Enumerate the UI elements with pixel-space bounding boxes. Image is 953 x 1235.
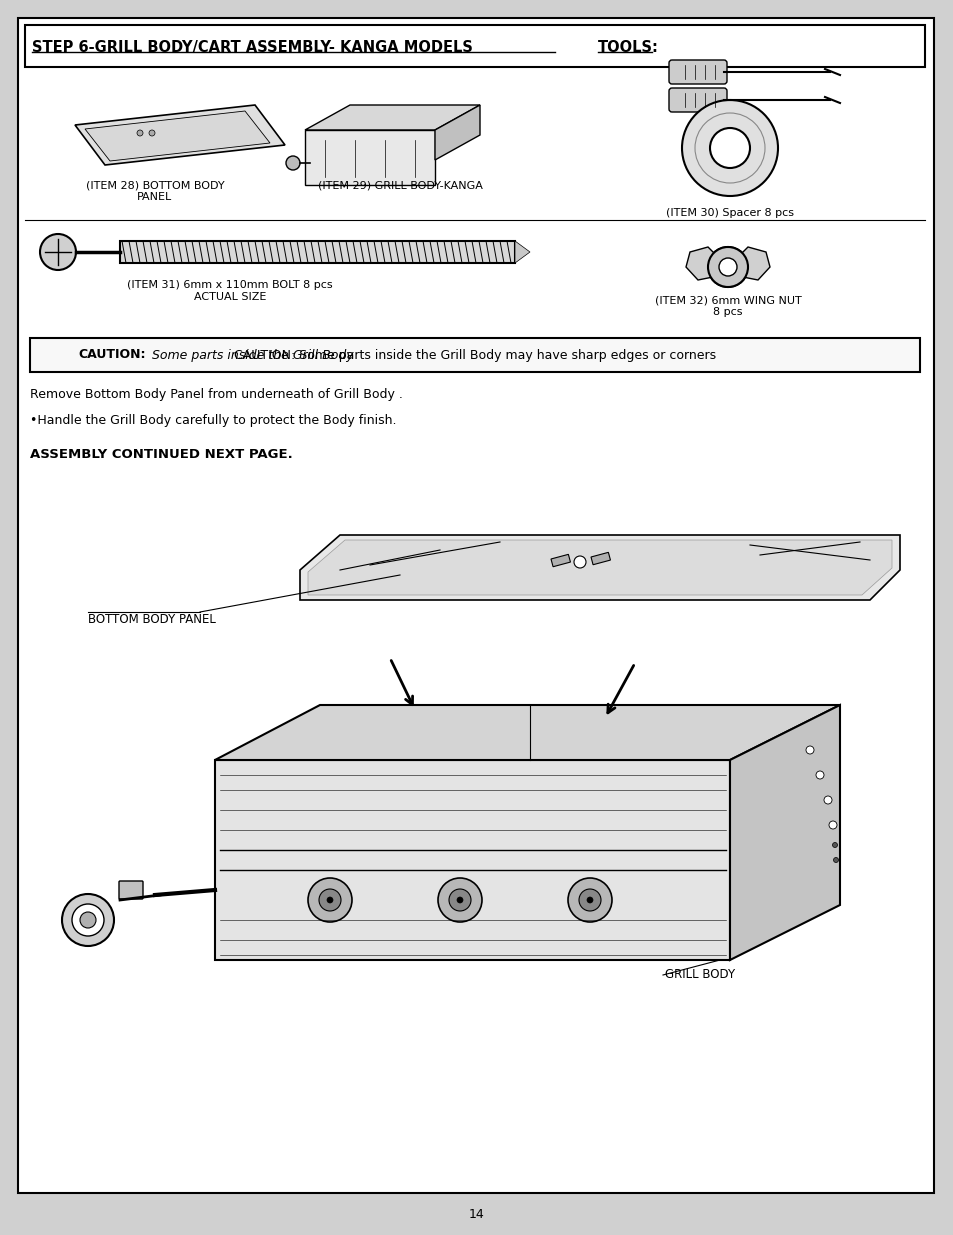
Text: (ITEM 32) 6mm WING NUT
8 pcs: (ITEM 32) 6mm WING NUT 8 pcs <box>654 295 801 316</box>
Circle shape <box>719 258 737 275</box>
Polygon shape <box>515 241 530 263</box>
Circle shape <box>707 247 747 287</box>
Circle shape <box>80 911 96 927</box>
Circle shape <box>719 258 737 275</box>
Circle shape <box>574 556 585 568</box>
FancyBboxPatch shape <box>119 881 143 899</box>
Circle shape <box>449 889 471 911</box>
Circle shape <box>823 797 831 804</box>
Text: CAUTION: Some parts inside the Grill Body may have sharp edges or corners: CAUTION: Some parts inside the Grill Bod… <box>233 348 716 362</box>
Polygon shape <box>732 247 769 280</box>
Circle shape <box>815 771 823 779</box>
Text: CAUTION:: CAUTION: <box>78 348 146 362</box>
Circle shape <box>308 878 352 923</box>
Circle shape <box>40 233 76 270</box>
Polygon shape <box>75 105 285 165</box>
Text: (ITEM 30) Spacer 8 pcs: (ITEM 30) Spacer 8 pcs <box>665 207 793 219</box>
Circle shape <box>578 889 600 911</box>
Polygon shape <box>299 535 899 600</box>
Text: (ITEM 29) GRILL BODY-KANGA: (ITEM 29) GRILL BODY-KANGA <box>317 180 482 190</box>
Polygon shape <box>685 247 722 280</box>
Text: (ITEM 31) 6mm x 110mm BOLT 8 pcs
ACTUAL SIZE: (ITEM 31) 6mm x 110mm BOLT 8 pcs ACTUAL … <box>127 280 333 301</box>
Text: STEP 6-GRILL BODY/CART ASSEMBLY- KANGA MODELS: STEP 6-GRILL BODY/CART ASSEMBLY- KANGA M… <box>32 40 473 54</box>
Text: Remove Bottom Body Panel from underneath of Grill Body .: Remove Bottom Body Panel from underneath… <box>30 388 402 401</box>
Circle shape <box>833 857 838 862</box>
Circle shape <box>149 130 154 136</box>
Circle shape <box>681 100 778 196</box>
Circle shape <box>586 897 593 903</box>
Polygon shape <box>214 760 729 960</box>
Circle shape <box>567 878 612 923</box>
Circle shape <box>318 889 340 911</box>
Text: GRILL BODY: GRILL BODY <box>664 968 735 981</box>
Circle shape <box>828 821 836 829</box>
Circle shape <box>709 128 749 168</box>
Polygon shape <box>305 105 479 130</box>
Bar <box>305 130 435 185</box>
Circle shape <box>286 156 299 170</box>
Circle shape <box>62 894 113 946</box>
Bar <box>120 241 515 263</box>
Bar <box>30 338 919 372</box>
Polygon shape <box>308 540 891 595</box>
Circle shape <box>805 746 813 755</box>
Bar <box>25 25 924 67</box>
Circle shape <box>832 842 837 847</box>
FancyBboxPatch shape <box>668 88 726 112</box>
FancyBboxPatch shape <box>668 61 726 84</box>
Text: TOOLS:: TOOLS: <box>598 40 659 54</box>
Circle shape <box>456 897 462 903</box>
Text: 14: 14 <box>469 1209 484 1221</box>
Text: (ITEM 28) BOTTOM BODY
PANEL: (ITEM 28) BOTTOM BODY PANEL <box>86 180 224 201</box>
Text: BOTTOM BODY PANEL: BOTTOM BODY PANEL <box>88 613 215 626</box>
Text: ASSEMBLY CONTINUED NEXT PAGE.: ASSEMBLY CONTINUED NEXT PAGE. <box>30 448 293 461</box>
Circle shape <box>327 897 333 903</box>
Polygon shape <box>729 705 840 960</box>
Circle shape <box>707 247 747 287</box>
Polygon shape <box>214 705 840 760</box>
Text: •Handle the Grill Body carefully to protect the Body finish.: •Handle the Grill Body carefully to prot… <box>30 414 396 427</box>
Circle shape <box>137 130 143 136</box>
Text: Some parts inside the Grill Body: Some parts inside the Grill Body <box>148 348 354 362</box>
Bar <box>590 552 610 564</box>
Circle shape <box>437 878 481 923</box>
Bar <box>551 555 570 567</box>
Circle shape <box>695 112 764 183</box>
Circle shape <box>71 904 104 936</box>
Polygon shape <box>435 105 479 161</box>
Polygon shape <box>85 111 270 161</box>
